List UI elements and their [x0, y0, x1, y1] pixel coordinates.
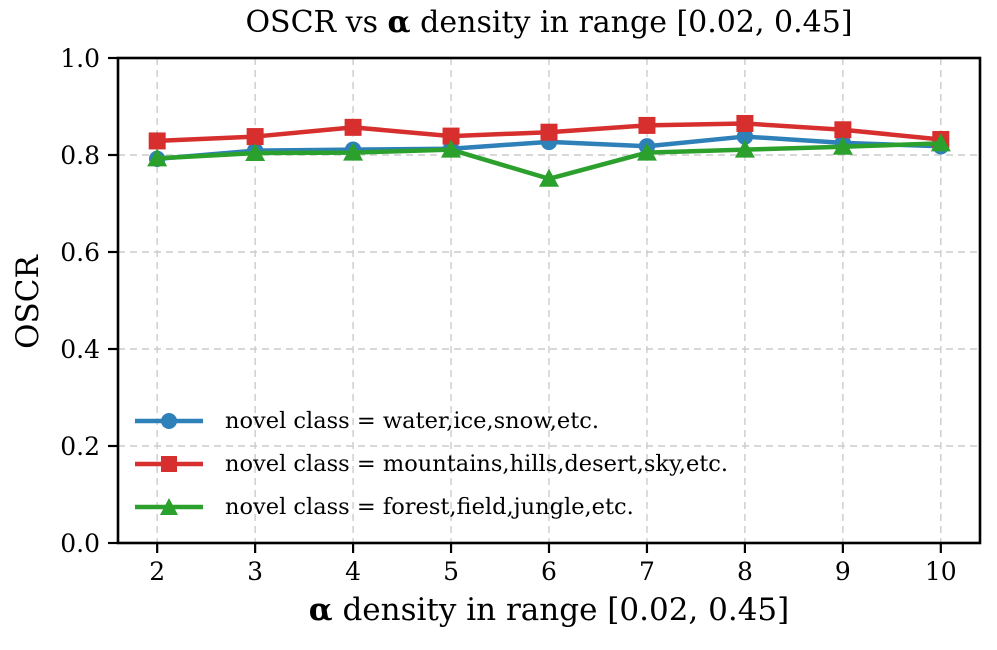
marker-square-1-4 [540, 123, 558, 141]
plot-border [116, 56, 982, 545]
x-tick-label: 5 [443, 557, 459, 586]
legend-item-1: novel class = mountains,hills,desert,sky… [133, 442, 728, 485]
circle-icon [161, 412, 177, 429]
marker-circle-0-6 [736, 128, 754, 145]
y-tick-label: 0.4 [60, 335, 100, 364]
y-tick-label: 1.0 [60, 44, 100, 73]
marker-square-1-3 [442, 127, 460, 145]
x-tick-label: 6 [541, 557, 557, 586]
x-tick-label: 9 [835, 557, 851, 586]
x-tick-label: 7 [639, 557, 655, 586]
x-tick-label: 8 [737, 557, 753, 586]
chart-title-alpha: α [387, 5, 411, 40]
x-axis-label: α density in range [0.02, 0.45] [118, 592, 980, 628]
legend-item-2: novel class = forest,field,jungle,etc. [133, 485, 693, 528]
chart-title-pre: OSCR vs [245, 5, 388, 40]
marker-triangle-2-6 [734, 139, 755, 158]
x-axis-label-post: density in range [0.02, 0.45] [332, 592, 790, 628]
y-tick-label: 0.8 [60, 141, 100, 170]
y-tick-label: 0.0 [60, 529, 100, 558]
square-icon [161, 455, 177, 472]
marker-triangle-2-3 [441, 139, 462, 158]
y-tick-label: 0.6 [60, 238, 100, 267]
x-tick-label: 3 [247, 557, 263, 586]
marker-triangle-2-1 [245, 143, 266, 162]
marker-square-1-2 [344, 118, 362, 136]
legend-item-0: novel class = water,ice,snow,etc. [133, 399, 693, 442]
x-axis-label-alpha: α [308, 592, 333, 628]
marker-triangle-2-7 [832, 136, 853, 155]
x-tick-label: 4 [345, 557, 361, 586]
legend-sample-line [135, 412, 203, 429]
marker-square-1-1 [246, 128, 264, 146]
legend-label-0: novel class = water,ice,snow,etc. [225, 407, 600, 434]
marker-triangle-2-4 [539, 168, 559, 187]
x-tick-label: 10 [925, 557, 957, 586]
marker-triangle-2-0 [147, 148, 168, 167]
marker-triangle-2-8 [930, 133, 951, 152]
marker-square-1-6 [736, 114, 754, 132]
legend-label-2: novel class = forest,field,jungle,etc. [225, 493, 634, 520]
triangle-icon [160, 497, 178, 515]
x-tick-label: 2 [149, 557, 165, 586]
marker-square-1-7 [834, 121, 852, 139]
marker-triangle-2-5 [636, 142, 657, 161]
marker-square-1-0 [148, 132, 166, 150]
legend: novel class = water,ice,snow,etc. novel c… [133, 399, 728, 528]
legend-sample-line [135, 455, 203, 472]
marker-triangle-2-2 [343, 142, 364, 161]
marker-square-1-5 [638, 116, 656, 134]
chart-title-post: density in range [0.02, 0.45] [410, 5, 853, 40]
legend-sample-line [135, 497, 203, 515]
chart-title: OSCR vs α density in range [0.02, 0.45] [118, 6, 980, 40]
y-tick-label: 0.2 [60, 432, 100, 461]
legend-label-1: novel class = mountains,hills,desert,sky… [225, 450, 729, 477]
